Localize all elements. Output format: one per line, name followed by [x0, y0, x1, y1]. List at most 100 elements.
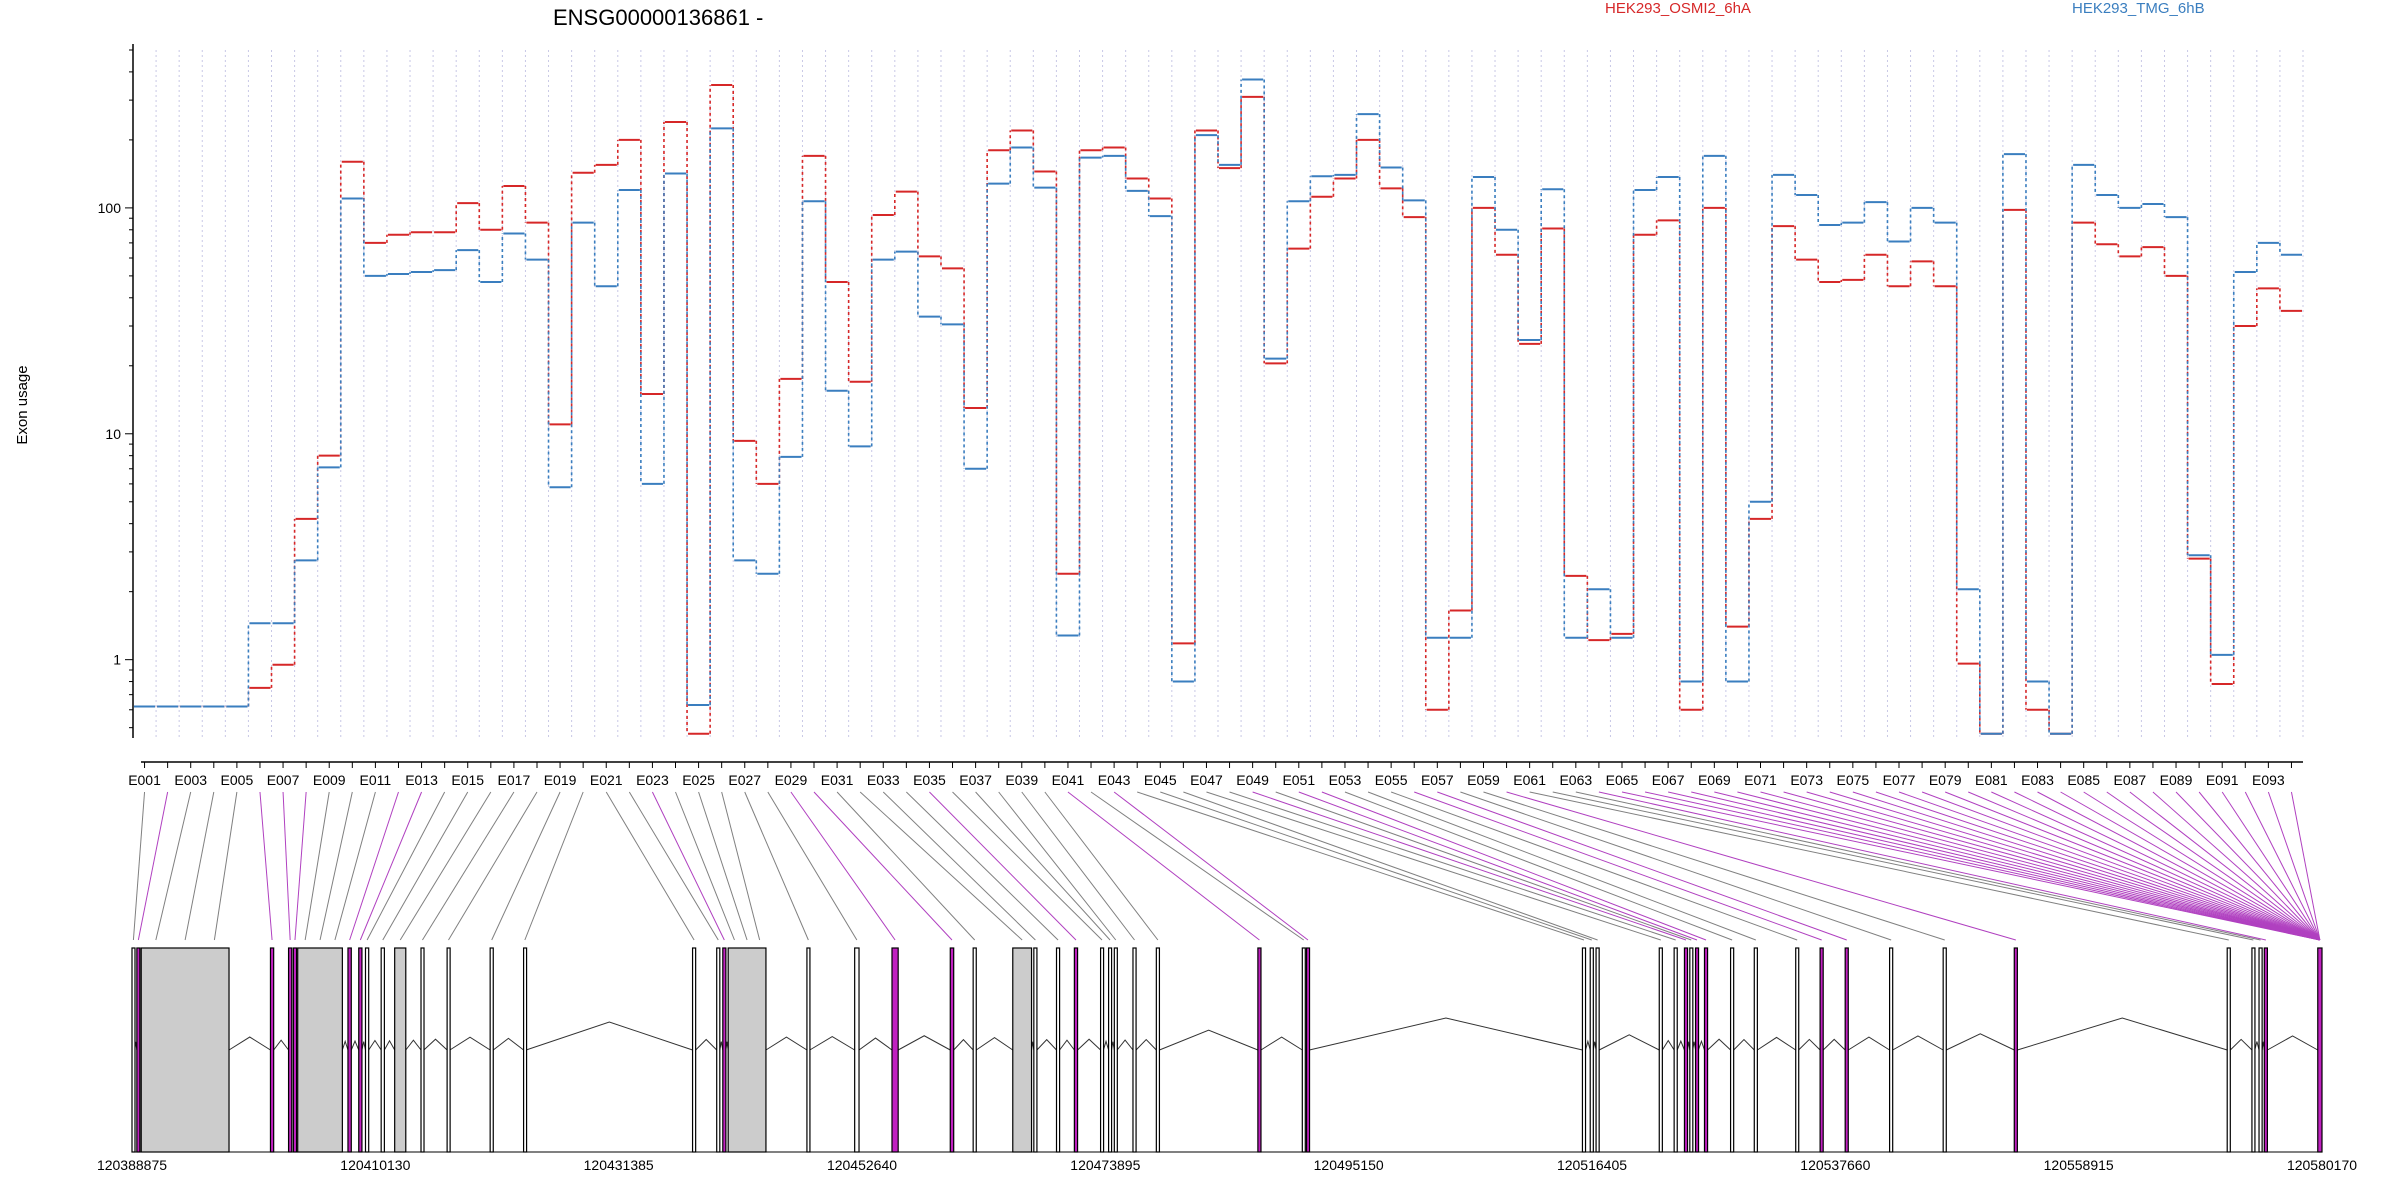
exon-connector	[382, 791, 469, 941]
exon-highlighted	[2013, 947, 2018, 1153]
intron-line	[1585, 1039, 1591, 1051]
intron-line	[1661, 1039, 1675, 1051]
intron-line	[1159, 1029, 1259, 1051]
exon-connector	[1598, 791, 2266, 941]
exon-connector	[1183, 791, 1598, 941]
exon-connector	[952, 791, 1103, 941]
genomic-coordinate-label: 120431385	[584, 1157, 654, 1173]
exon-connector	[2014, 791, 2321, 941]
intron-line	[405, 1039, 422, 1051]
y-tick-label: 100	[98, 200, 122, 216]
exon	[1589, 947, 1594, 1153]
x-tick-label: E009	[313, 772, 346, 788]
exon-connector	[1044, 791, 1159, 941]
exon	[2251, 947, 2256, 1153]
exon	[522, 947, 528, 1153]
x-tick-label: E077	[1883, 772, 1916, 788]
x-tick-label: E067	[1652, 772, 1685, 788]
exon-highlighted	[347, 947, 352, 1153]
x-tick-label: E071	[1744, 772, 1777, 788]
exon-highlighted	[287, 947, 293, 1153]
exon-connector	[1737, 791, 2321, 941]
exon-connector	[2129, 791, 2321, 941]
exon-connector	[1160, 791, 1592, 941]
gene-model-track	[131, 947, 2323, 1153]
exon-connector	[1460, 791, 1892, 941]
exon	[1113, 947, 1118, 1153]
y-axis-label: Exon usage	[14, 365, 31, 444]
exon-connector	[1298, 791, 1698, 941]
exon-connector	[282, 791, 291, 941]
exon-connector	[349, 791, 399, 941]
exon-connector	[1644, 791, 2320, 941]
exon-connector	[1714, 791, 2321, 941]
exon	[1055, 947, 1061, 1153]
intron-line	[1598, 1034, 1660, 1051]
x-axis: E001 E003 E005 E007 E009 E011 E013 E015 E017 E019…	[128, 761, 2303, 788]
exon	[691, 947, 697, 1153]
x-tick-label: E011	[360, 772, 392, 788]
genomic-coordinate-label: 120516405	[1557, 1157, 1627, 1173]
x-tick-label: E027	[728, 772, 761, 788]
x-tick-label: E049	[1236, 772, 1269, 788]
exon	[972, 947, 977, 1153]
exon-connector	[1113, 791, 1309, 941]
intron-line	[1059, 1039, 1075, 1051]
exon	[854, 947, 860, 1153]
exon	[297, 947, 343, 1153]
exon	[1795, 947, 1800, 1153]
intron-line	[1697, 1039, 1705, 1051]
intron-line	[1892, 1035, 1944, 1051]
intron-line	[1848, 1036, 1890, 1051]
intron-line	[1733, 1038, 1755, 1051]
x-tick-label: E033	[867, 772, 900, 788]
y-tick-label: 1	[113, 652, 121, 668]
exon	[1012, 947, 1033, 1153]
x-tick-label: E035	[913, 772, 946, 788]
exon	[1729, 947, 1735, 1153]
exon-highlighted	[1073, 947, 1079, 1153]
exon-connector	[1137, 791, 1585, 941]
exon-connector	[1552, 791, 2254, 941]
genomic-coordinate-axis: 120388875 120410130 120431385 120452640 1204…	[97, 1151, 2357, 1173]
intron-line	[449, 1036, 491, 1051]
exon-connector	[790, 791, 896, 941]
intron-line	[858, 1037, 893, 1051]
x-tick-label: E073	[1790, 772, 1823, 788]
exon-connector	[1621, 791, 2320, 941]
x-tick-label: E029	[775, 772, 808, 788]
exon-connector	[1321, 791, 1707, 941]
intron-line	[1102, 1039, 1110, 1051]
exon-connector	[399, 791, 492, 941]
genomic-coordinate-label: 120452640	[827, 1157, 897, 1173]
exon	[716, 947, 721, 1153]
exon-connector	[906, 791, 1059, 941]
intron-line	[1757, 1036, 1796, 1051]
exon	[131, 947, 136, 1153]
intron-line	[423, 1038, 448, 1051]
genomic-coordinate-label: 120495150	[1314, 1157, 1384, 1173]
x-tick-label: E087	[2114, 772, 2147, 788]
exon-connector	[213, 791, 238, 941]
intron-line	[1798, 1038, 1821, 1051]
x-tick-label: E047	[1190, 772, 1223, 788]
x-tick-label: E091	[2206, 772, 2239, 788]
intron-line	[1676, 1039, 1685, 1051]
exon-connector	[929, 791, 1077, 941]
x-tick-label: E041	[1052, 772, 1085, 788]
exon-connector	[721, 791, 761, 941]
exon-highlighted	[1683, 947, 1689, 1153]
exon	[727, 947, 767, 1153]
exon-connector	[2198, 791, 2321, 941]
intron-line	[1135, 1038, 1157, 1051]
intron-line	[1260, 1036, 1303, 1051]
exon-connector	[1367, 791, 1757, 941]
exon-connector	[1021, 791, 1135, 941]
exon-connector	[304, 791, 330, 941]
exon-connector	[294, 791, 307, 941]
x-tick-label: E025	[682, 772, 715, 788]
intron-line	[1707, 1038, 1731, 1051]
exon-connector	[1921, 791, 2321, 941]
y-tick-label: 10	[105, 426, 121, 442]
exon-connector	[975, 791, 1111, 941]
